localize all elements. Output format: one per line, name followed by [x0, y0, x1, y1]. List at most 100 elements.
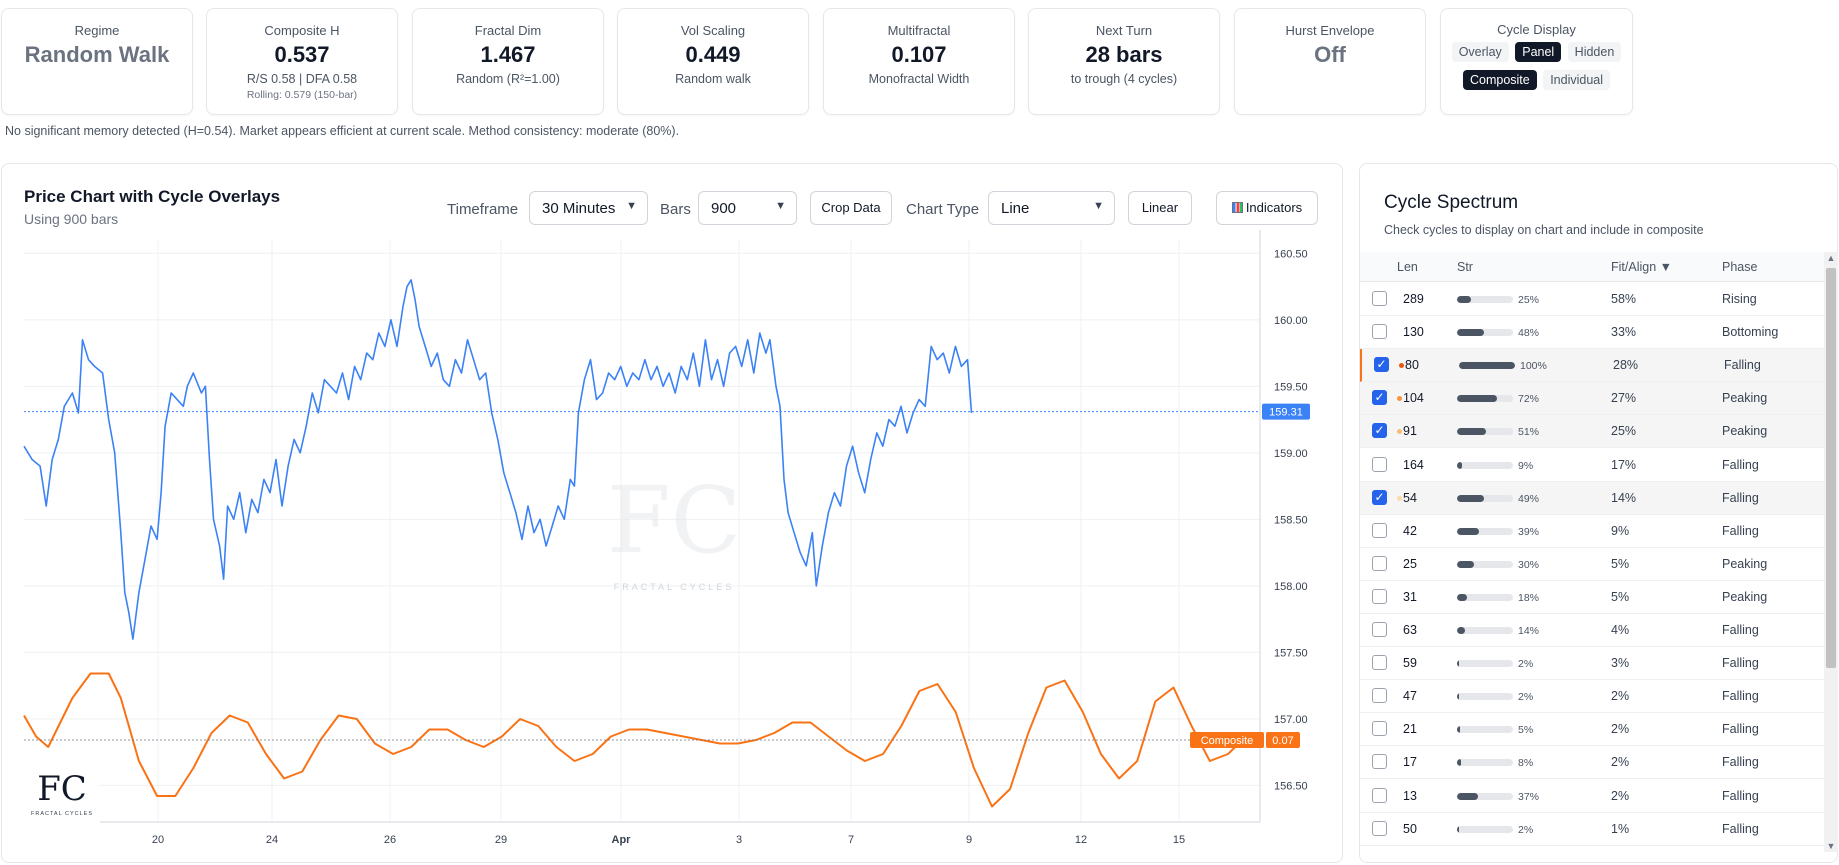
cycle-color-dot: [1399, 363, 1404, 369]
phase-value: Bottoming: [1722, 325, 1779, 340]
cycle-checkbox[interactable]: [1372, 456, 1387, 472]
strength-bar: [1457, 726, 1513, 734]
mode-hidden-button[interactable]: Hidden: [1567, 42, 1622, 62]
strength-bar: [1457, 428, 1513, 436]
strength-value: 8%: [1518, 757, 1534, 770]
phase-value: Falling: [1722, 457, 1759, 472]
brand-logo-box: [24, 752, 100, 832]
cycle-checkbox[interactable]: [1372, 291, 1387, 306]
stat-label: Multifractal: [887, 23, 951, 38]
cycle-checkbox[interactable]: ✓: [1372, 489, 1387, 505]
phase-value: Peaking: [1722, 391, 1768, 406]
scroll-thumb[interactable]: [1826, 268, 1836, 668]
strength-value: 25%: [1518, 294, 1540, 306]
spectrum-row[interactable]: 21 5% 2% Falling: [1360, 713, 1824, 747]
strength-value: 2%: [1518, 691, 1534, 704]
stat-label: Regime: [74, 23, 120, 38]
phase-value: Falling: [1722, 821, 1759, 836]
strength-bar: [1459, 362, 1515, 370]
cycle-checkbox[interactable]: ✓: [1372, 423, 1387, 439]
stat-label: Fractal Dim: [474, 23, 542, 38]
spectrum-scrollbar[interactable]: ▲ ▼: [1824, 252, 1838, 852]
chevron-down-icon: ▼: [1093, 200, 1104, 212]
bars-select[interactable]: 900 ▼: [698, 191, 797, 225]
cycle-checkbox[interactable]: [1372, 820, 1387, 836]
spectrum-row[interactable]: 289 25% 58% Rising: [1360, 283, 1824, 316]
spectrum-row[interactable]: 50 2% 1% Falling: [1360, 813, 1824, 846]
chart-type-value: Line: [1001, 200, 1030, 217]
spectrum-row[interactable]: 25 30% 5% Peaking: [1360, 548, 1824, 581]
cycle-checkbox[interactable]: [1372, 721, 1387, 737]
spectrum-row[interactable]: 13 37% 2% Falling: [1360, 780, 1824, 813]
spectrum-row[interactable]: 63 14% 4% Falling: [1360, 614, 1824, 647]
indicators-button[interactable]: Indicators: [1216, 191, 1318, 225]
phase-value: Falling: [1722, 689, 1759, 704]
strength-bar: [1457, 792, 1513, 800]
fit-align-value: 14%: [1611, 490, 1637, 505]
y-tick-label: 160.00: [1274, 315, 1308, 327]
composite-value-tag: [1266, 732, 1300, 748]
y-tick-label: 158.50: [1274, 514, 1308, 526]
strength-value: 30%: [1518, 558, 1540, 571]
stat-card-vol-scaling: Vol Scaling 0.449 Random walk: [617, 8, 809, 115]
x-tick-label: 20: [152, 834, 164, 846]
stat-label: Hurst Envelope: [1285, 23, 1375, 38]
timeframe-select[interactable]: 30 Minutes ▼: [529, 191, 648, 225]
cycle-checkbox[interactable]: [1372, 655, 1387, 671]
spectrum-row[interactable]: ✓ 91 51% 25% Peaking: [1360, 415, 1824, 449]
spectrum-row[interactable]: ✓ 54 49% 14% Falling: [1360, 481, 1824, 515]
phase-value: Rising: [1722, 292, 1757, 306]
cycle-length: 31: [1403, 589, 1417, 604]
spectrum-row[interactable]: 164 9% 17% Falling: [1360, 449, 1824, 482]
phase-value: Falling: [1722, 722, 1759, 737]
strength-bar-fill: [1457, 461, 1463, 469]
spectrum-row[interactable]: 42 39% 9% Falling: [1360, 515, 1824, 548]
crop-data-button[interactable]: Crop Data: [810, 191, 892, 225]
stat-value: 0.537: [274, 42, 330, 67]
cycle-checkbox[interactable]: [1372, 522, 1387, 538]
fit-align-value: 25%: [1611, 424, 1637, 439]
spectrum-row[interactable]: ✓ 80 100% 28% Falling: [1360, 349, 1824, 383]
mode-panel-button[interactable]: Panel: [1515, 42, 1562, 62]
x-tick-label: 9: [966, 834, 972, 846]
watermark-caption: FRACTAL CYCLES: [614, 582, 735, 592]
stat-card-hurst-envelope[interactable]: Hurst Envelope Off: [1234, 8, 1426, 115]
composite-cycle-line: [23, 672, 1247, 808]
strength-value: 2%: [1518, 823, 1534, 836]
memory-notice: No significant memory detected (H=0.54).…: [5, 124, 680, 138]
x-tick-label: Apr: [612, 834, 632, 846]
cycle-checkbox[interactable]: [1372, 688, 1387, 704]
price-chart[interactable]: 160.50 160.00 159.50 159.00 158.50 158.00 157.…: [2, 222, 1342, 862]
spectrum-row[interactable]: 47 2% 2% Falling: [1360, 680, 1824, 714]
cycle-checkbox[interactable]: [1372, 754, 1387, 770]
scale-toggle-button[interactable]: Linear: [1128, 191, 1192, 225]
spectrum-row[interactable]: 59 2% 3% Falling: [1360, 647, 1824, 681]
cycle-checkbox[interactable]: ✓: [1374, 357, 1389, 373]
spectrum-row[interactable]: 31 18% 5% Peaking: [1360, 581, 1824, 614]
strength-bar: [1457, 527, 1513, 535]
fit-align-value: 2%: [1611, 722, 1630, 737]
col-fit-align[interactable]: Fit/Align ▼: [1611, 260, 1672, 274]
cycle-checkbox[interactable]: [1372, 787, 1387, 803]
cycle-checkbox[interactable]: [1372, 324, 1387, 340]
cycle-checkbox[interactable]: ✓: [1372, 390, 1387, 406]
fit-align-value: 1%: [1611, 821, 1630, 836]
cycle-length: 59: [1403, 656, 1417, 671]
mode-overlay-button[interactable]: Overlay: [1451, 42, 1509, 62]
scroll-down-icon[interactable]: ▼: [1826, 841, 1836, 851]
chart-type-select[interactable]: Line ▼: [988, 191, 1115, 225]
scroll-up-icon[interactable]: ▲: [1826, 253, 1836, 263]
spectrum-row[interactable]: ✓ 104 72% 27% Peaking: [1360, 382, 1824, 416]
spectrum-row[interactable]: 130 48% 33% Bottoming: [1360, 316, 1824, 350]
cycle-length: 63: [1403, 623, 1417, 637]
cycle-checkbox[interactable]: [1372, 588, 1387, 604]
cycle-checkbox[interactable]: [1372, 622, 1387, 637]
type-composite-button[interactable]: Composite: [1462, 70, 1537, 90]
spectrum-row[interactable]: 17 8% 2% Falling: [1360, 746, 1824, 780]
type-individual-button[interactable]: Individual: [1543, 70, 1611, 90]
stat-label: Next Turn: [1095, 23, 1153, 38]
cycle-display-card: Cycle Display Overlay Panel Hidden Compo…: [1440, 8, 1633, 115]
y-tick-label: 159.50: [1274, 381, 1308, 393]
price-series-line: [23, 279, 973, 640]
cycle-checkbox[interactable]: [1372, 555, 1387, 571]
